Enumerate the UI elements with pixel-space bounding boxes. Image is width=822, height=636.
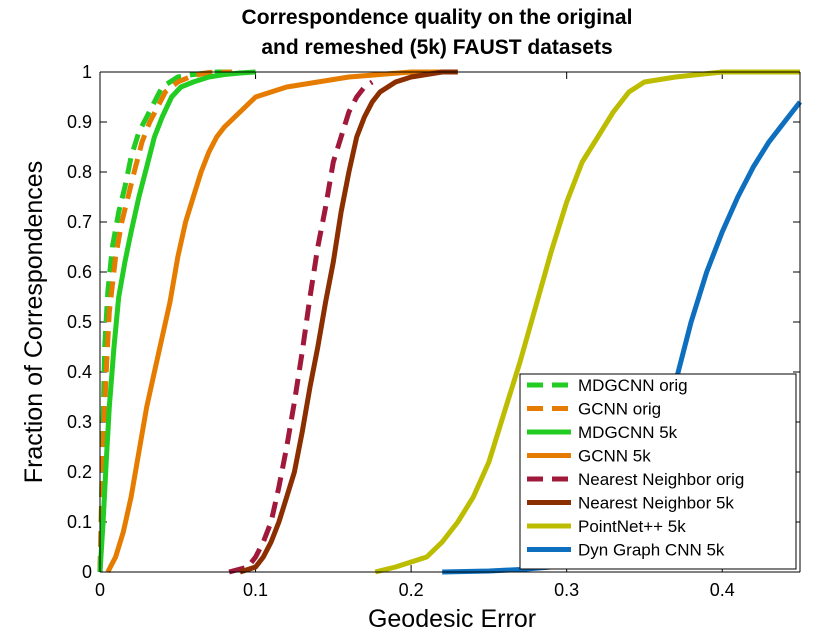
- y-tick-label: 0.6: [67, 262, 92, 282]
- legend: MDGCNN orig GCNN orig MDGCNN 5k GCNN 5k Near…: [519, 373, 797, 570]
- legend-label-dyn-graph-cnn-5k: Dyn Graph CNN 5k: [578, 541, 725, 560]
- legend-label-gcnn-5k: GCNN 5k: [578, 447, 651, 466]
- x-tick-label: 0: [95, 580, 105, 600]
- y-tick-label: 0.1: [67, 512, 92, 532]
- series-line-nearest-neighbor-orig: [228, 79, 374, 575]
- y-tick-label: 1: [82, 62, 92, 82]
- y-tick-label: 0.2: [67, 462, 92, 482]
- y-axis-label: Fraction of Correspondences: [20, 161, 48, 483]
- legend-label-pointnet-5k: PointNet++ 5k: [578, 517, 686, 536]
- x-axis-label: Geodesic Error: [368, 605, 536, 633]
- series-line-pointnet-5k: [374, 69, 800, 575]
- x-tick-label: 0.2: [399, 580, 424, 600]
- x-tick-label: 0.4: [710, 580, 735, 600]
- series-line-mdgcnn-5k: [97, 69, 256, 573]
- legend-label-mdgcnn-orig: MDGCNN orig: [578, 376, 688, 395]
- series-line-gcnn-orig: [97, 69, 233, 573]
- legend-label-mdgcnn-5k: MDGCNN 5k: [578, 423, 678, 442]
- y-tick-label: 0: [82, 562, 92, 582]
- y-tick-label: 0.9: [67, 112, 92, 132]
- y-tick-label: 0.8: [67, 162, 92, 182]
- series-line-gcnn-5k: [105, 69, 458, 574]
- legend-label-nearest-neighbor-5k: Nearest Neighbor 5k: [578, 494, 734, 513]
- y-tick-label: 0.5: [67, 312, 92, 332]
- y-tick-label: 0.7: [67, 212, 92, 232]
- x-tick-label: 0.3: [554, 580, 579, 600]
- y-tick-label: 0.3: [67, 412, 92, 432]
- legend-label-gcnn-orig: GCNN orig: [578, 400, 661, 419]
- chart-title-line-2: and remeshed (5k) FAUST datasets: [261, 36, 612, 59]
- series-line-nearest-neighbor-5k: [239, 69, 458, 575]
- x-tick-label: 0.1: [243, 580, 268, 600]
- legend-label-nearest-neighbor-orig: Nearest Neighbor orig: [578, 470, 744, 489]
- y-tick-label: 0.4: [67, 362, 92, 382]
- chart-title-line-1: Correspondence quality on the original: [242, 6, 633, 29]
